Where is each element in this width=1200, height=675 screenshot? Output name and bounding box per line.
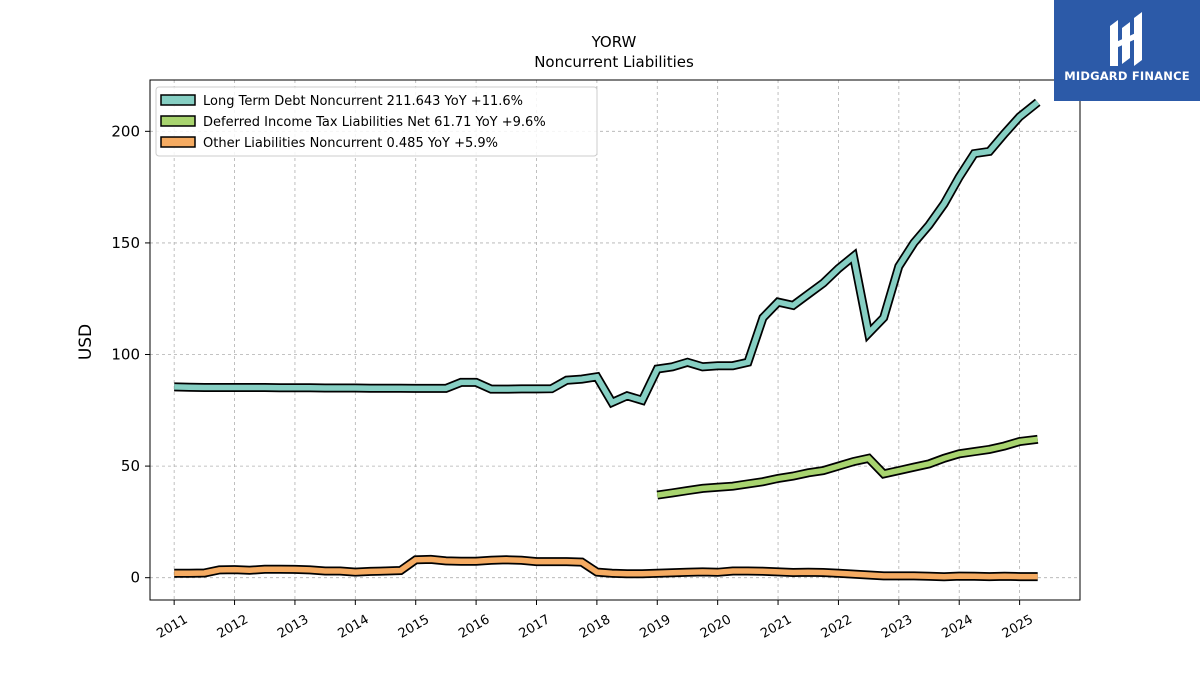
x-tick-label: 2019 — [637, 612, 673, 642]
x-tick-label: 2018 — [577, 612, 613, 642]
y-tick-label: 0 — [130, 569, 140, 587]
x-tick-label: 2015 — [396, 612, 432, 642]
grid-lines — [150, 80, 1080, 600]
legend-swatch-2 — [160, 136, 196, 148]
y-axis: 0 50 100 150 200 — [111, 122, 150, 587]
x-tick-label: 2012 — [215, 612, 251, 642]
x-tick-label: 2020 — [698, 612, 734, 642]
y-tick-label: 150 — [111, 234, 140, 252]
x-tick-label: 2014 — [335, 612, 371, 642]
legend-label-1: Deferred Income Tax Liabilities Net 61.7… — [203, 115, 546, 130]
x-tick-label: 2024 — [939, 612, 975, 642]
legend-swatch-0 — [160, 94, 196, 106]
x-tick-label: 2013 — [275, 612, 311, 642]
plot-frame — [149, 79, 1081, 601]
x-tick-label: 2022 — [819, 612, 855, 642]
legend: Long Term Debt Noncurrent 211.643 YoY +1… — [155, 86, 598, 157]
x-tick-label: 2023 — [879, 612, 915, 642]
x-tick-label: 2017 — [517, 612, 553, 642]
x-tick-label: 2016 — [456, 612, 492, 642]
brand-logo: MIDGARD FINANCE — [1054, 0, 1200, 101]
x-tick-label: 2011 — [154, 612, 190, 642]
legend-box — [155, 86, 598, 157]
legend-label-0: Long Term Debt Noncurrent 211.643 YoY +1… — [203, 94, 523, 109]
legend-label-2: Other Liabilities Noncurrent 0.485 YoY +… — [203, 136, 498, 151]
chart-subtitle: Noncurrent Liabilities — [534, 53, 694, 71]
chart-title: YORW — [591, 33, 637, 51]
y-tick-label: 100 — [111, 346, 140, 364]
series-line-0 — [174, 100, 1040, 407]
brand-name: MIDGARD FINANCE — [1064, 69, 1190, 83]
logo-mark-icon — [1110, 12, 1142, 66]
series-line-2 — [174, 556, 1038, 580]
legend-swatch-1 — [160, 115, 196, 127]
x-tick-label: 2025 — [1000, 612, 1036, 642]
y-tick-label: 200 — [111, 122, 140, 140]
y-tick-label: 50 — [121, 457, 140, 475]
x-axis: 2011 2012 2013 2014 2015 2016 2017 2018 2019 2020… — [154, 600, 1036, 642]
series-layer — [174, 98, 1041, 582]
x-tick-label: 2021 — [758, 612, 794, 642]
series-line-1 — [656, 436, 1039, 498]
y-axis-label: USD — [76, 324, 96, 360]
